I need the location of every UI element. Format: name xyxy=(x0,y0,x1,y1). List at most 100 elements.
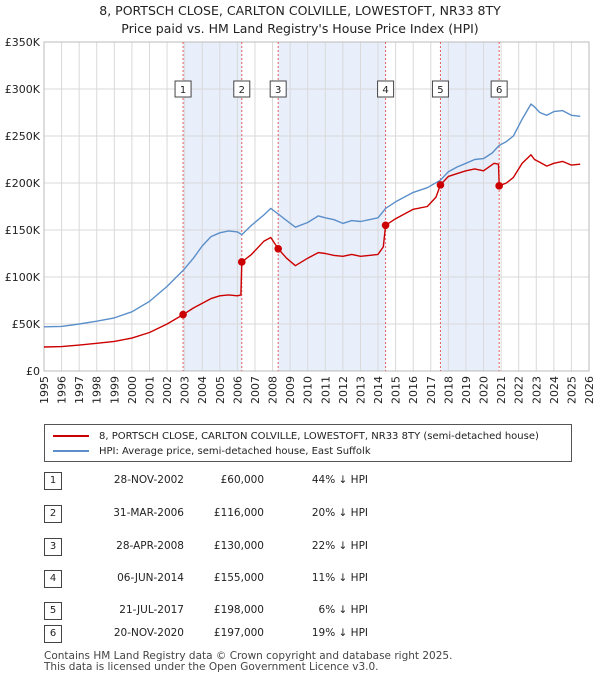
sale-marker-label: 5 xyxy=(437,85,443,96)
transaction-price: £130,000 xyxy=(213,540,264,552)
transaction-hpi-diff: 19% ↓ HPI xyxy=(311,627,368,639)
ownership-shade xyxy=(278,42,386,371)
legend-label-property: 8, PORTSCH CLOSE, CARLTON COLVILLE, LOWE… xyxy=(99,430,539,442)
y-tick-label: £350K xyxy=(5,36,41,49)
table-row: 5 21-JUL-2017 £198,000 6% ↓ HPI xyxy=(44,602,544,620)
y-tick-label: £50K xyxy=(12,318,41,331)
x-tick-label: 1996 xyxy=(56,376,69,404)
x-tick-label: 2010 xyxy=(302,376,315,404)
sale-marker-box xyxy=(269,80,287,98)
transaction-date: 28-NOV-2002 xyxy=(113,474,184,486)
legend-swatch-hpi xyxy=(53,450,89,452)
legend-item-property: 8, PORTSCH CLOSE, CARLTON COLVILLE, LOWE… xyxy=(53,429,539,443)
x-tick-label: 2003 xyxy=(179,376,192,404)
x-tick-label: 2008 xyxy=(267,376,280,404)
transaction-number: 5 xyxy=(44,602,62,620)
series-line-hpi xyxy=(43,103,581,328)
x-tick-label: 2011 xyxy=(319,376,332,404)
x-tick-label: 2022 xyxy=(513,376,526,404)
transaction-hpi-diff: 20% ↓ HPI xyxy=(311,507,368,519)
x-tick-label: 2019 xyxy=(460,376,473,404)
sale-marker-box xyxy=(377,80,395,98)
transaction-date: 21-JUL-2017 xyxy=(119,604,184,616)
x-tick-label: 2009 xyxy=(284,376,297,404)
y-tick-label: £250K xyxy=(5,130,41,143)
x-tick-label: 2025 xyxy=(565,376,578,404)
footer-copyright: Contains HM Land Registry data © Crown c… xyxy=(44,650,453,662)
x-tick-label: 1998 xyxy=(91,376,104,404)
transaction-number: 3 xyxy=(44,538,62,556)
plot-area xyxy=(43,41,590,372)
x-tick-label: 2002 xyxy=(161,376,174,404)
legend-label-hpi: HPI: Average price, semi-detached house,… xyxy=(99,445,371,457)
sale-marker-label: 1 xyxy=(180,85,186,96)
table-row: 1 28-NOV-2002 £60,000 44% ↓ HPI xyxy=(44,472,544,490)
transaction-number: 2 xyxy=(44,505,62,523)
sale-marker-label: 2 xyxy=(239,85,245,96)
transaction-date: 28-APR-2008 xyxy=(116,540,184,552)
ownership-shade xyxy=(440,42,500,371)
transaction-price: £116,000 xyxy=(213,507,264,519)
x-tick-label: 2012 xyxy=(337,376,350,404)
y-tick-label: £300K xyxy=(5,83,41,96)
footer-licence: This data is licensed under the Open Gov… xyxy=(44,661,379,673)
x-tick-label: 1995 xyxy=(38,376,51,404)
transaction-hpi-diff: 44% ↓ HPI xyxy=(311,474,368,486)
chart-subtitle: Price paid vs. HM Land Registry's House … xyxy=(121,21,479,36)
transaction-price: £197,000 xyxy=(213,627,264,639)
x-tick-label: 2024 xyxy=(548,376,561,404)
chart-title: 8, PORTSCH CLOSE, CARLTON COLVILLE, LOWE… xyxy=(99,3,501,18)
y-tick-label: £200K xyxy=(5,177,41,190)
footer-note: Contains HM Land Registry data © Crown c… xyxy=(44,651,452,673)
x-tick-label: 2018 xyxy=(442,376,455,404)
transaction-number: 4 xyxy=(44,570,62,588)
table-row: 4 06-JUN-2014 £155,000 11% ↓ HPI xyxy=(44,570,544,588)
x-tick-label: 2023 xyxy=(530,376,543,404)
x-tick-label: 2013 xyxy=(354,376,367,404)
price-chart: 1 2 3 4 5 6 £0 £50K £100K £150K £200K £250K £300K £35… xyxy=(5,36,596,404)
legend-item-hpi: HPI: Average price, semi-detached house,… xyxy=(53,444,371,458)
sale-point xyxy=(381,221,390,230)
chart-legend: 8, PORTSCH CLOSE, CARLTON COLVILLE, LOWE… xyxy=(44,424,572,462)
sale-marker-label: 4 xyxy=(382,85,388,96)
sale-point xyxy=(495,182,503,190)
transaction-hpi-diff: 6% ↓ HPI xyxy=(318,604,368,616)
sale-marker-label: 6 xyxy=(496,85,502,96)
y-tick-label: £100K xyxy=(5,271,41,284)
sale-point xyxy=(179,310,187,319)
x-tick-label: 2006 xyxy=(231,376,244,404)
x-tick-label: 2026 xyxy=(583,376,596,404)
sale-marker-box xyxy=(431,80,449,98)
x-tick-label: 2017 xyxy=(425,376,438,404)
x-tick-label: 1997 xyxy=(73,376,86,404)
x-tick-label: 2021 xyxy=(495,376,508,404)
legend-swatch-property xyxy=(53,435,89,437)
x-tick-label: 2020 xyxy=(478,376,491,404)
x-tick-label: 2016 xyxy=(407,376,420,404)
x-tick-label: 2014 xyxy=(372,376,385,404)
transaction-hpi-diff: 11% ↓ HPI xyxy=(311,572,368,584)
y-tick-label: £150K xyxy=(5,224,41,237)
table-row: 6 20-NOV-2020 £197,000 19% ↓ HPI xyxy=(44,625,544,643)
transaction-date: 20-NOV-2020 xyxy=(113,627,184,639)
x-tick-label: 1999 xyxy=(108,376,121,404)
transaction-price: £60,000 xyxy=(220,474,264,486)
transaction-hpi-diff: 22% ↓ HPI xyxy=(311,540,368,552)
transaction-price: £155,000 xyxy=(213,572,264,584)
x-tick-label: 2004 xyxy=(196,376,209,404)
sale-marker-box xyxy=(174,80,192,98)
table-row: 3 28-APR-2008 £130,000 22% ↓ HPI xyxy=(44,538,544,556)
transaction-price: £198,000 xyxy=(213,604,264,616)
sale-point xyxy=(237,258,246,266)
sale-marker-label: 3 xyxy=(275,85,281,96)
transaction-date: 31-MAR-2006 xyxy=(113,507,184,519)
table-row: 2 31-MAR-2006 £116,000 20% ↓ HPI xyxy=(44,505,544,523)
sale-point xyxy=(436,181,445,189)
sale-point xyxy=(274,245,282,253)
ownership-shade xyxy=(183,42,242,371)
y-tick-label: £0 xyxy=(26,365,40,378)
sale-marker-box xyxy=(490,80,508,98)
transaction-date: 06-JUN-2014 xyxy=(117,572,184,584)
x-tick-label: 2001 xyxy=(143,376,156,404)
transaction-number: 6 xyxy=(44,625,62,643)
